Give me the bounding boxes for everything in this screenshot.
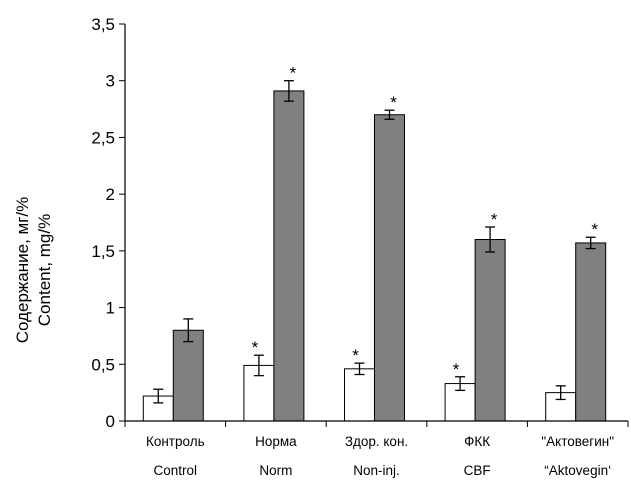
significance-star: * (290, 64, 297, 83)
bars (142, 90, 607, 422)
category-label-en: “Aktovegin‘ (544, 463, 611, 478)
axes (124, 24, 629, 427)
significance-star: * (352, 346, 359, 365)
bar (474, 239, 506, 422)
significance-star: * (252, 338, 259, 357)
bar (273, 90, 305, 422)
y-axis-title: Содержание, мг/% Content, mg/% (13, 197, 54, 344)
bar (374, 114, 405, 422)
category-label-en: Control (154, 463, 198, 478)
significance-marks: * * * * * * * (252, 64, 599, 379)
y-tick-label: 0 (106, 412, 115, 431)
y-tick-label: 0,5 (91, 355, 115, 374)
y-tick-label: 3,5 (91, 15, 115, 34)
category-label-ru: ФКК (464, 434, 490, 449)
category-label-en: CBF (464, 463, 491, 478)
bar (575, 242, 607, 422)
y-axis-title-ru: Содержание, мг/% (13, 197, 32, 344)
y-tick-label: 2,5 (91, 128, 115, 147)
y-axis-ticks: 0 0,5 1 1,5 2 2,5 3 3,5 (91, 15, 125, 431)
category-label-ru: Норма (255, 434, 297, 449)
significance-star: * (591, 220, 598, 239)
significance-star: * (491, 210, 498, 229)
category-label-en: Norm (259, 463, 292, 478)
category-label-ru: Здор. кон. (345, 434, 408, 449)
significance-star: * (390, 93, 397, 112)
y-tick-label: 1,5 (91, 242, 115, 261)
error-bars (153, 80, 596, 404)
category-label-ru: "Актовегин" (541, 434, 614, 449)
bar (172, 329, 204, 422)
y-axis-title-en: Content, mg/% (35, 214, 54, 326)
y-tick-label: 2 (106, 185, 115, 204)
x-axis-categories: Контроль Control Норма Norm Здор. кон. Non-in… (146, 434, 614, 478)
bar (344, 368, 375, 422)
category-label-ru: Контроль (146, 434, 205, 449)
y-tick-label: 1 (106, 299, 115, 318)
y-tick-label: 3 (106, 72, 115, 91)
significance-star: * (453, 360, 460, 379)
category-label-en: Non-inj. (353, 463, 400, 478)
